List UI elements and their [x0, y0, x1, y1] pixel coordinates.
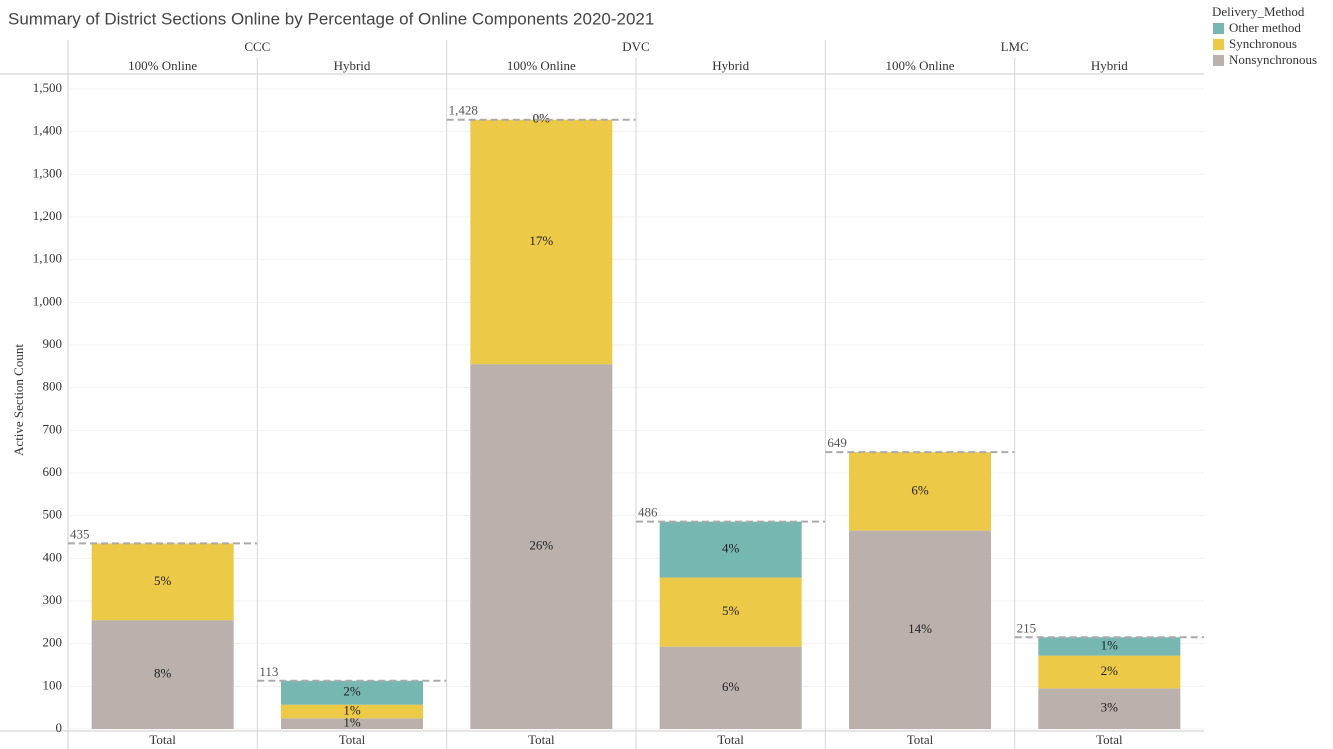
legend-swatch: [1213, 39, 1224, 50]
data-label: 8%: [154, 666, 172, 681]
bar-segment: [91, 543, 234, 621]
data-label: 14%: [908, 621, 932, 636]
y-tick-label: 700: [43, 421, 63, 436]
data-label: 1%: [1101, 637, 1119, 652]
legend-label: Nonsynchronous: [1229, 52, 1317, 67]
category-label: Hybrid: [712, 58, 749, 73]
bar-segment: [281, 704, 423, 719]
y-tick-label: 1,200: [33, 208, 62, 223]
y-tick-label: 500: [43, 507, 63, 522]
y-tick-label: 600: [43, 464, 63, 479]
category-label: 100% Online: [128, 58, 197, 73]
data-label: 3%: [1101, 700, 1119, 715]
data-label: 4%: [722, 541, 740, 556]
category-label: Hybrid: [1091, 58, 1128, 73]
y-axis-label: Active Section Count: [11, 344, 26, 456]
total-label: 649: [827, 435, 847, 450]
bar-segment: [659, 521, 802, 578]
legend-label: Other method: [1229, 20, 1301, 35]
x-tick-label: Total: [528, 732, 555, 747]
legend-title: Delivery_Method: [1212, 4, 1305, 19]
legend-swatch: [1213, 23, 1224, 34]
y-tick-label: 1,500: [33, 80, 62, 95]
y-tick-label: 200: [43, 635, 63, 650]
x-tick-label: Total: [907, 732, 934, 747]
bar-segment: [659, 646, 802, 729]
x-tick-label: Total: [149, 732, 176, 747]
x-tick-label: Total: [1096, 732, 1123, 747]
y-tick-label: 800: [43, 379, 63, 394]
y-tick-label: 300: [43, 592, 63, 607]
group-label: CCC: [244, 39, 270, 54]
bar-segment: [91, 620, 234, 729]
y-tick-label: 1,400: [33, 123, 62, 138]
total-label: 113: [259, 664, 278, 679]
bar-segment: [1038, 637, 1181, 656]
data-label: 2%: [1101, 663, 1119, 678]
bar-segment: [470, 364, 613, 729]
group-label: DVC: [622, 39, 649, 54]
bar-segment: [281, 680, 423, 705]
data-label: 0%: [533, 111, 551, 126]
category-label: 100% Online: [507, 58, 576, 73]
data-label: 26%: [529, 538, 553, 553]
y-tick-label: 400: [43, 549, 63, 564]
legend-swatch: [1213, 55, 1224, 66]
total-label: 435: [70, 526, 90, 541]
data-label: 1%: [343, 702, 361, 717]
y-tick-label: 900: [43, 336, 63, 351]
bar-segment: [1038, 688, 1181, 729]
data-label: 5%: [722, 603, 740, 618]
group-label: LMC: [1001, 39, 1029, 54]
x-tick-label: Total: [339, 732, 366, 747]
legend-label: Synchronous: [1229, 36, 1297, 51]
bar-segment: [659, 577, 802, 647]
data-label: 2%: [343, 684, 361, 699]
chart-title: Summary of District Sections Online by P…: [8, 9, 654, 28]
y-tick-label: 1,000: [33, 293, 62, 308]
category-label: Hybrid: [334, 58, 371, 73]
data-label: 6%: [911, 482, 929, 497]
data-label: 6%: [722, 679, 740, 694]
data-label: 17%: [529, 233, 553, 248]
bar-segment: [470, 119, 613, 365]
x-tick-label: Total: [717, 732, 744, 747]
bar-segment: [849, 530, 991, 729]
y-tick-label: 1,100: [33, 251, 62, 266]
data-label: 5%: [154, 573, 172, 588]
bar-segment: [1038, 655, 1181, 689]
total-label: 1,428: [449, 103, 478, 118]
y-tick-label: 1,300: [33, 165, 62, 180]
bar-segment: [849, 452, 991, 531]
data-label: 1%: [343, 715, 361, 730]
y-tick-label: 100: [43, 677, 63, 692]
y-tick-label: 0: [56, 720, 63, 735]
bar-segment: [281, 718, 423, 729]
total-label: 486: [638, 505, 658, 520]
category-label: 100% Online: [886, 58, 955, 73]
total-label: 215: [1017, 620, 1037, 635]
